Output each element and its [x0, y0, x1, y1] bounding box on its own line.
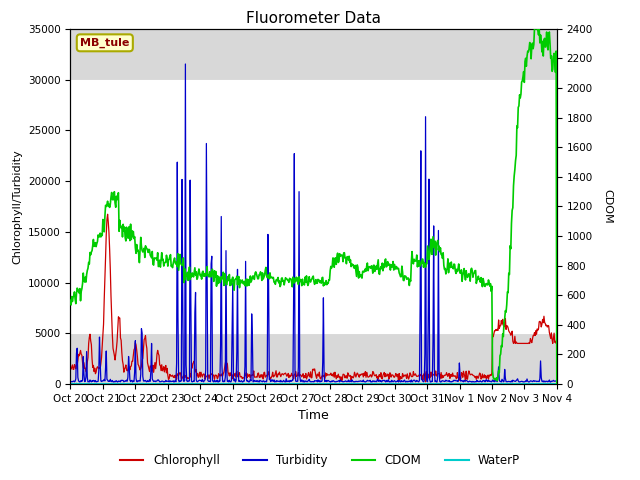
Title: Fluorometer Data: Fluorometer Data [246, 11, 381, 26]
Bar [70, 80, 557, 333]
Y-axis label: Chlorophyll/Turbidity: Chlorophyll/Turbidity [12, 149, 22, 264]
X-axis label: Time: Time [298, 409, 329, 422]
Legend: Chlorophyll, Turbidity, CDOM, WaterP: Chlorophyll, Turbidity, CDOM, WaterP [115, 449, 525, 472]
Text: MB_tule: MB_tule [80, 37, 129, 48]
Y-axis label: CDOM: CDOM [602, 189, 612, 224]
